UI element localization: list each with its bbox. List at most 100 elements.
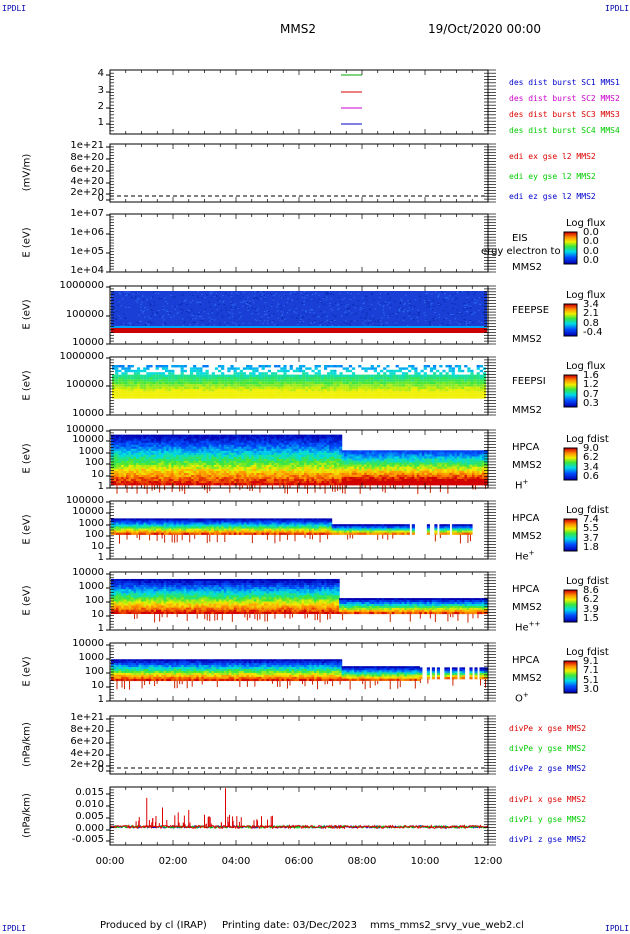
hpca-pixel xyxy=(163,468,167,472)
hpca-pixel xyxy=(288,468,293,472)
hpca-pixel xyxy=(221,434,225,437)
feepsi-pixel xyxy=(249,389,253,392)
hpca-pixel xyxy=(221,448,225,452)
hpca-pixel xyxy=(141,452,145,456)
feepsi-pixel xyxy=(426,389,430,392)
feepsi-pixel xyxy=(255,369,259,373)
feepsi-pixel xyxy=(411,379,415,382)
feepse-pixel xyxy=(140,320,142,322)
feepsi-pixel xyxy=(392,374,396,377)
hpca-pixel xyxy=(193,483,197,486)
feepse-pixel xyxy=(329,293,332,295)
hpca-pixel xyxy=(163,452,167,456)
feepsi-pixel xyxy=(252,393,256,397)
hpca-pixel xyxy=(296,436,300,439)
hpca-pixel xyxy=(288,472,293,476)
feepse-pixel xyxy=(419,296,422,298)
hpca-pixel xyxy=(293,450,298,454)
hpca-pixel xyxy=(211,464,215,468)
feepsi-pixel xyxy=(389,372,393,375)
hpca-pixel xyxy=(163,462,167,466)
hpca-pixel xyxy=(201,452,205,456)
feepsi-pixel xyxy=(267,381,272,385)
hpca-pixel xyxy=(253,444,257,448)
hpca-pixel xyxy=(168,481,172,484)
hpca-pixel xyxy=(241,440,245,443)
hpca-pixel xyxy=(246,458,250,462)
feepsi-pixel xyxy=(398,389,402,392)
hpca-pixel xyxy=(173,448,177,452)
feepsi-pixel xyxy=(333,393,337,397)
feepsi-pixel xyxy=(230,374,234,377)
feepse-pixel xyxy=(214,304,216,306)
hpca-pixel xyxy=(286,446,290,450)
feepse-pixel xyxy=(126,294,128,296)
hpca-pixel xyxy=(216,446,220,450)
feepse-pixel xyxy=(187,309,189,311)
feepsi-pixel xyxy=(161,391,166,394)
hpca-pixel xyxy=(121,450,125,454)
feepsi-pixel xyxy=(214,377,219,380)
feepse-pixel xyxy=(316,301,319,303)
feepse-pixel xyxy=(325,299,328,301)
hpca-pixel xyxy=(201,477,205,480)
feepsi-pixel xyxy=(283,393,287,397)
hpca-pixel xyxy=(261,452,265,456)
hpca-pixel xyxy=(291,479,295,482)
feepsi-pixel xyxy=(370,396,374,399)
hpca-pixel xyxy=(111,458,115,462)
feepsi-pixel xyxy=(373,391,377,394)
hpca-pixel xyxy=(131,470,135,474)
hpca-pixel xyxy=(236,438,240,441)
hpca-pixel xyxy=(163,458,167,462)
feepse-pixel xyxy=(167,314,170,316)
date-title: 19/Oct/2020 00:00 xyxy=(428,22,542,36)
feepse-pixel xyxy=(182,325,184,327)
feepsi-pixel xyxy=(361,381,365,385)
hpca-pixel xyxy=(133,436,137,439)
feepsi-pixel xyxy=(140,384,144,387)
hpca-pixel xyxy=(118,483,122,486)
colorbar-cell xyxy=(564,389,577,391)
hpca-pixel xyxy=(273,462,278,466)
hpca-pixel xyxy=(173,472,177,476)
hpca-pixel xyxy=(256,446,260,450)
feepse-pixel xyxy=(150,304,152,306)
hpca-pixel xyxy=(173,434,177,437)
feepsi-pixel xyxy=(342,384,346,387)
feepse-pixel xyxy=(313,322,316,324)
feepsi-pixel xyxy=(164,377,169,380)
hpca-pixel xyxy=(216,481,220,484)
feepse-pixel xyxy=(428,305,430,307)
hpca-pixel xyxy=(171,456,175,460)
feepsi-pixel xyxy=(280,377,284,380)
feepsi-pixel xyxy=(311,379,315,382)
feepsi-pixel xyxy=(358,389,362,392)
hpca-pixel xyxy=(156,458,160,462)
feepsi-pixel xyxy=(230,365,234,368)
feepse-pixel xyxy=(260,295,262,297)
feepse-pixel xyxy=(213,295,216,297)
colorbar-cell xyxy=(564,391,577,393)
hpca-pixel xyxy=(113,462,117,466)
feepse-pixel xyxy=(130,296,133,298)
panel-feepsi xyxy=(106,356,578,416)
feepsi-pixel xyxy=(115,372,119,375)
feepsi-pixel xyxy=(380,379,384,382)
hpca-pixel xyxy=(271,475,275,478)
feepsi-pixel xyxy=(252,384,256,387)
hpca-pixel xyxy=(151,440,155,443)
feepse-pixel xyxy=(394,301,396,303)
hpca-pixel xyxy=(113,468,117,472)
hpca-pixel xyxy=(191,434,195,437)
feepsi-pixel xyxy=(351,374,356,377)
feepsi-pixel xyxy=(423,386,427,389)
feepsi-pixel xyxy=(258,386,262,389)
hpca-pixel xyxy=(276,450,280,454)
hpca-pixel xyxy=(228,460,232,464)
feepsi-pixel xyxy=(149,379,153,382)
feepsi-pixel xyxy=(124,389,128,392)
feepsi-pixel xyxy=(439,393,443,397)
feepsi-pixel xyxy=(199,377,203,380)
hpca-pixel xyxy=(186,466,190,470)
